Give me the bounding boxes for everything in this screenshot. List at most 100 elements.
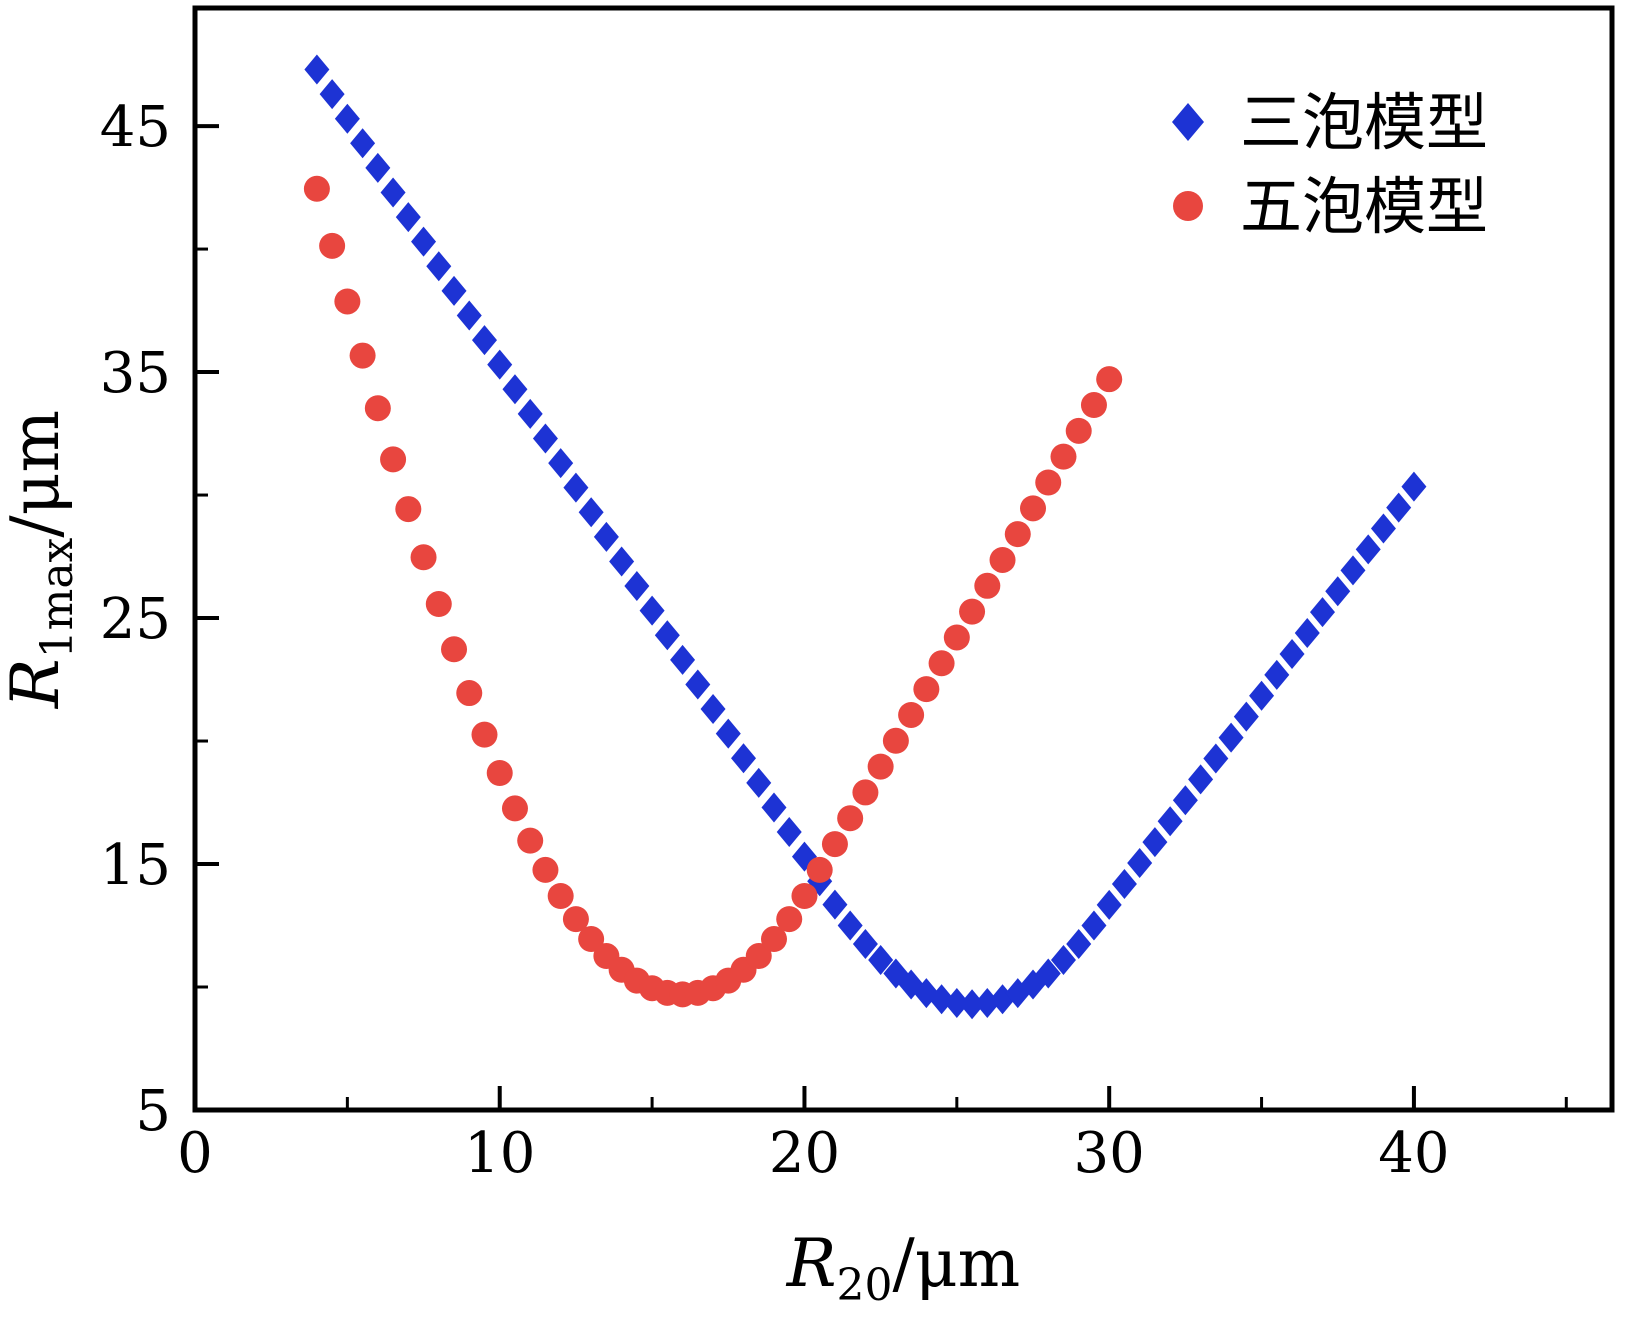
circle-marker [1035,469,1062,496]
diamond-marker [1203,743,1229,774]
circle-marker [1080,392,1107,419]
circle-marker [913,676,940,703]
circle-marker [501,795,528,822]
diamond-marker [1325,576,1351,607]
circle-marker [776,906,803,933]
circle-marker [943,624,970,651]
diamond-marker [593,521,619,552]
diamond-marker [395,202,421,233]
diamond-marker [776,817,802,848]
diamond-marker [1081,910,1107,941]
plot-frame [192,5,1615,1113]
diamond-marker [1386,492,1412,523]
series-five-bubble-points [303,175,1123,1008]
circle-marker [425,591,452,618]
diamond-marker [502,374,528,405]
circle-marker [1096,366,1123,393]
circle-marker [1050,443,1077,470]
diamond-marker [609,546,635,577]
x-tick-label: 10 [464,1121,535,1186]
circle-marker [562,906,589,933]
diamond-marker [761,792,787,823]
circle-marker [578,926,605,953]
diamond-marker [1340,555,1366,586]
legend-label: 三泡模型 [1240,86,1488,159]
circle-marker [806,856,833,883]
diamond-marker [1172,785,1198,816]
circle-marker [319,232,346,259]
circle-marker [410,544,437,571]
circle-marker [456,680,483,707]
circle-marker [1173,191,1203,221]
circle-marker [898,701,925,728]
diamond-marker [1294,618,1320,649]
diamond-marker [487,349,513,380]
x-tick-label: 40 [1378,1121,1449,1186]
diamond-marker [1188,764,1214,795]
diamond-marker [1111,868,1137,899]
diamond-marker [471,325,497,356]
circle-marker [821,831,848,858]
circle-marker [791,882,818,909]
circle-marker [837,805,864,832]
diamond-marker [426,251,452,282]
circle-marker [532,856,559,883]
diamond-marker [441,275,467,306]
y-tick-label: 25 [100,587,171,652]
y-tick-label: 45 [100,95,171,160]
circle-marker [882,727,909,754]
diamond-marker [1096,889,1122,920]
circle-marker [989,546,1016,573]
diamond-marker [1370,513,1396,544]
diamond-marker [654,620,680,651]
circle-marker [349,342,376,369]
diamond-marker [959,989,985,1020]
y-tick-label: 15 [100,833,171,898]
diamond-marker [624,571,650,602]
y-axis: 5 15 25 35 45 [100,95,219,1144]
circle-marker [364,395,391,422]
circle-marker [395,496,422,523]
diamond-marker [1035,958,1061,989]
diamond-marker [1142,827,1168,858]
diamond-marker [380,177,406,208]
diamond-marker [715,718,741,749]
diamond-marker [746,767,772,798]
diamond-marker [944,987,970,1018]
diamond-marker [578,497,604,528]
circle-marker [380,446,407,473]
x-tick-label: 30 [1074,1121,1145,1186]
diamond-marker [639,595,665,626]
circle-marker [547,882,574,909]
diamond-marker [304,54,330,85]
diamond-marker [411,226,437,257]
circle-marker [1004,521,1031,548]
diamond-marker [822,889,848,920]
diamond-marker [1401,471,1427,502]
circle-marker [334,288,361,315]
circle-marker [974,572,1001,599]
diamond-marker [319,79,345,110]
diamond-marker [731,743,757,774]
diamond-marker [563,472,589,503]
diamond-marker [532,423,558,454]
diamond-marker [1218,722,1244,753]
circle-marker [760,926,787,953]
y-axis-title: R1max/μm [0,410,83,709]
x-tick-label: 0 [177,1121,213,1186]
diamond-marker [517,398,543,429]
circle-marker [1020,495,1047,522]
y-tick-label: 5 [135,1079,171,1144]
circle-marker [867,753,894,780]
diamond-marker [350,128,376,159]
circle-marker [928,650,955,677]
diamond-marker [1050,944,1076,975]
circle-marker [471,721,498,748]
circle-marker [852,779,879,806]
diamond-marker [837,910,863,941]
diamond-marker [334,103,360,134]
circle-marker [486,760,513,787]
x-tick-label: 20 [769,1121,840,1186]
